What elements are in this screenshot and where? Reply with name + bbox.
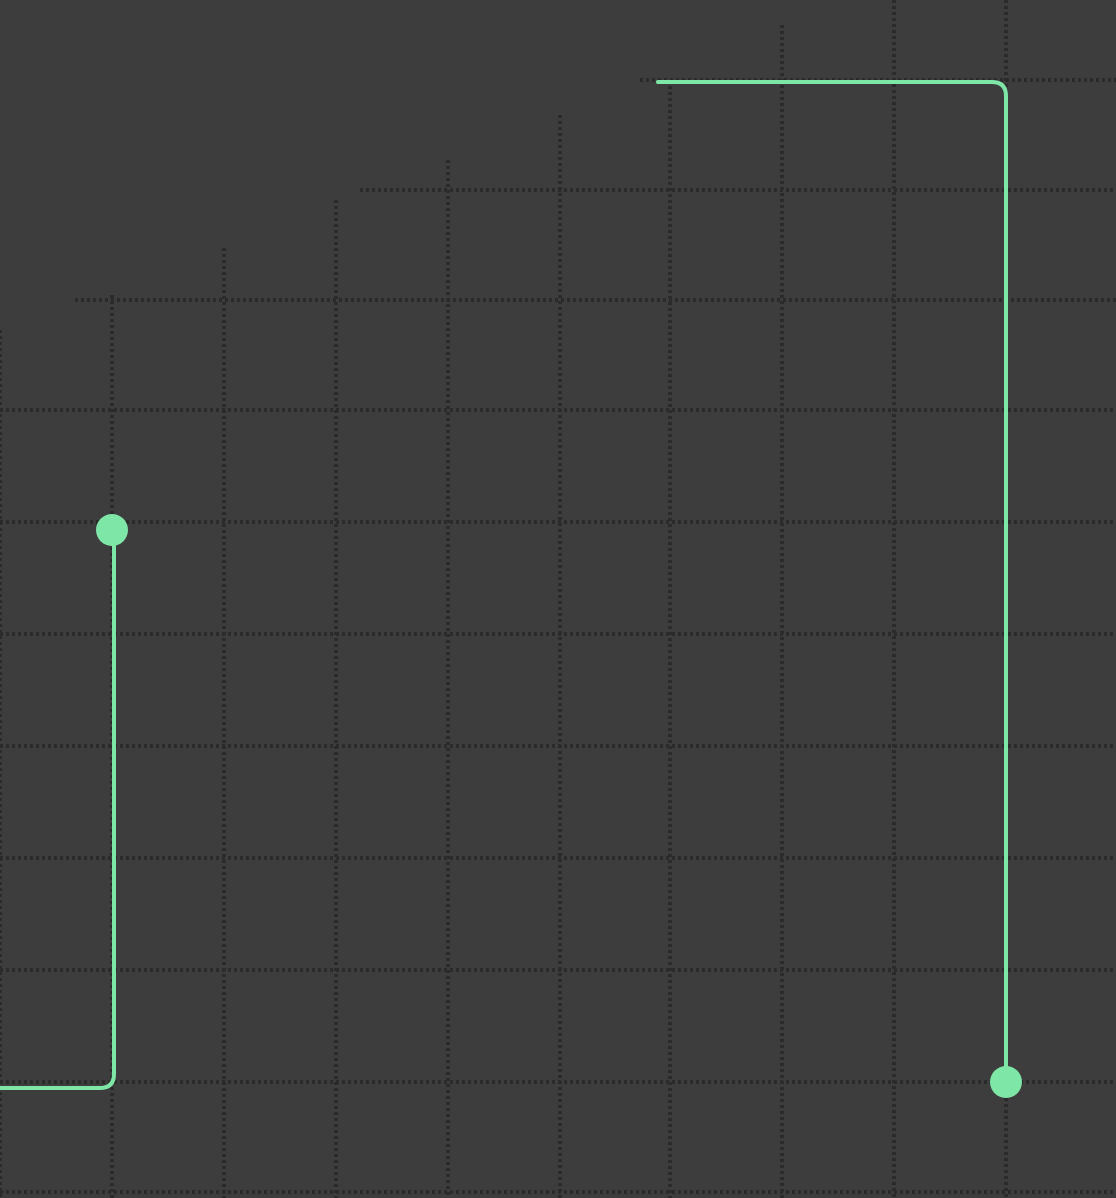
right-trace bbox=[656, 80, 1008, 1084]
left-trace bbox=[0, 530, 116, 1090]
right-trace-end-dot bbox=[990, 1066, 1022, 1098]
traces-layer bbox=[0, 80, 1022, 1098]
left-trace-end-dot bbox=[96, 514, 128, 546]
